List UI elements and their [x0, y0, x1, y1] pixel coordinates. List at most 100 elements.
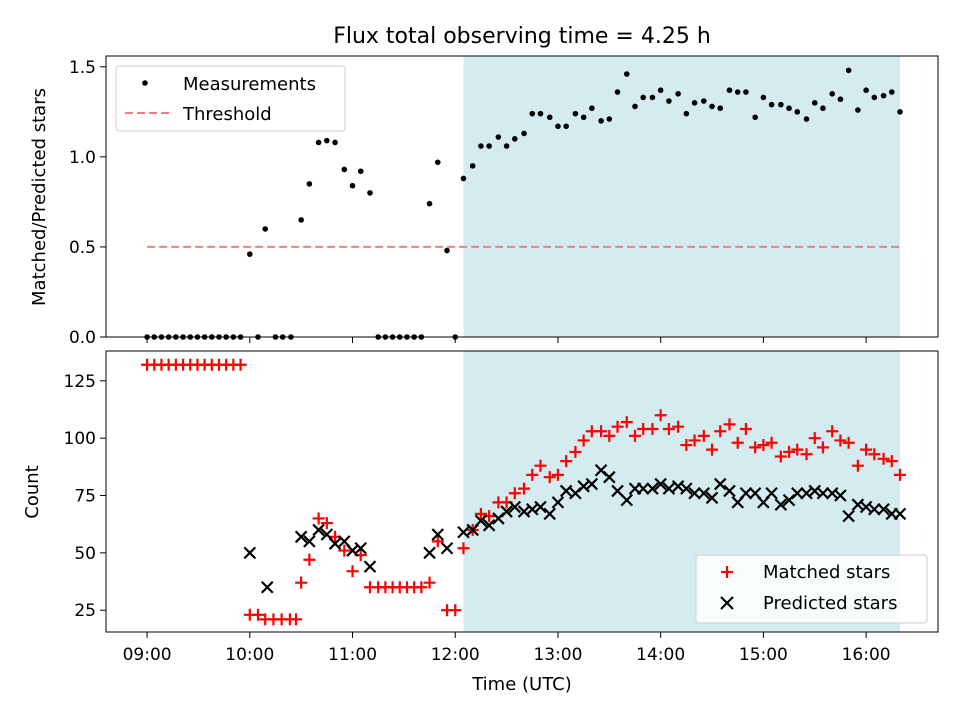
matched-star-point [628, 429, 641, 442]
predicted-star-point [705, 491, 719, 505]
measurement-point [367, 190, 373, 196]
matched-star-point [577, 434, 590, 447]
y-tick-label: 100 [64, 429, 96, 449]
matched-star-point [808, 432, 821, 445]
measurement-point [614, 89, 621, 95]
measurement-point [632, 103, 638, 110]
x-tick-label: 13:00 [533, 645, 582, 665]
measurement-point [572, 110, 579, 117]
measurement-point [717, 105, 724, 112]
bottom-axes-frame [105, 350, 939, 633]
top-plot-marks [144, 67, 903, 340]
measurement-point [855, 107, 861, 113]
measurement-point [598, 118, 604, 124]
matched-star-point [595, 425, 608, 438]
measurement-point [675, 91, 681, 97]
predicted-star-point [739, 486, 753, 500]
x-tick-label: 12:00 [431, 645, 480, 665]
matched-star-point [739, 422, 752, 435]
predicted-star-point [363, 560, 377, 573]
matched-star-point [415, 581, 428, 594]
predicted-star-point [431, 528, 445, 541]
measurement-point [529, 110, 536, 117]
predicted-star-point [765, 486, 778, 500]
measurement-point [811, 100, 818, 106]
measurement-point [262, 226, 269, 232]
matched-star-point [765, 436, 778, 449]
measurement-point [871, 94, 878, 101]
predicted-star-point [500, 505, 513, 518]
matched-star-point [560, 455, 573, 468]
y-tick-label: 125 [64, 372, 96, 392]
measurement-point [829, 91, 836, 97]
matched-star-point [877, 452, 890, 465]
matched-star-point [431, 535, 444, 548]
matched-star-point [449, 604, 462, 617]
measurement-point [666, 98, 672, 104]
measurement-point [341, 166, 348, 173]
legend-box [115, 65, 346, 132]
predicted-star-point [457, 525, 470, 539]
matched-star-point [749, 441, 762, 454]
predicted-star-point [654, 477, 667, 491]
measurement-point [580, 114, 587, 121]
top-legend: Measurements Threshold [115, 65, 346, 132]
predicted-star-point [482, 519, 496, 532]
measurement-point [349, 182, 356, 189]
measurement-point [298, 217, 304, 223]
measurement-point [426, 200, 433, 207]
matched-star-point [842, 436, 855, 449]
measurement-point [512, 136, 518, 142]
matched-star-point [457, 542, 470, 555]
matched-star-point [774, 450, 787, 463]
bottom-x-ticks: 09:00 10:00 11:00 12:00 13:00 14:00 15:00 16:00 [123, 632, 891, 665]
predicted-star-point [243, 546, 257, 560]
bottom-plot-marks [141, 358, 907, 626]
legend-matched-marker [721, 566, 733, 578]
measurement-point [315, 139, 322, 146]
predicted-star-point [474, 514, 488, 528]
matched-star-point [611, 420, 624, 433]
matched-star-point [508, 487, 521, 500]
measurement-point [357, 168, 364, 175]
matched-star-point [234, 358, 247, 371]
matched-star-point [757, 439, 770, 452]
legend-label-matched: Matched stars [763, 562, 890, 583]
matched-star-point [826, 425, 839, 438]
measurement-point [460, 175, 467, 182]
predicted-star-point [620, 493, 634, 507]
measurement-point [768, 101, 775, 108]
predicted-star-point [551, 496, 565, 509]
matched-star-point [791, 443, 804, 456]
predicted-star-point [868, 503, 881, 516]
measurement-point [743, 89, 749, 95]
predicted-star-point [713, 477, 727, 491]
y-tick-label: 1.0 [69, 148, 96, 168]
matched-star-point [662, 422, 675, 435]
matched-star-point [816, 441, 829, 454]
measurement-point [324, 137, 330, 144]
measurement-point [589, 105, 595, 112]
predicted-star-point [662, 482, 676, 495]
matched-star-point [423, 576, 436, 589]
legend-box [695, 554, 928, 624]
x-tick-label: 11:00 [328, 645, 377, 665]
measurement-point [537, 110, 544, 117]
shaded-interval [463, 56, 900, 337]
matched-star-point [860, 443, 873, 456]
predicted-star-point [877, 503, 890, 516]
predicted-star-point [636, 482, 650, 495]
matched-star-point [672, 420, 685, 433]
measurement-point [897, 109, 903, 115]
figure-title: Flux total observing time = 4.25 h [333, 24, 711, 49]
y-tick-label: 75 [74, 487, 96, 507]
predicted-star-point [260, 580, 274, 594]
matched-star-point [518, 482, 531, 495]
legend-label-predicted: Predicted stars [763, 593, 897, 614]
predicted-star-point [774, 498, 788, 511]
predicted-star-point [543, 507, 557, 521]
predicted-star-point [834, 489, 847, 502]
measurement-point [503, 143, 510, 149]
x-tick-label: 14:00 [636, 645, 685, 665]
